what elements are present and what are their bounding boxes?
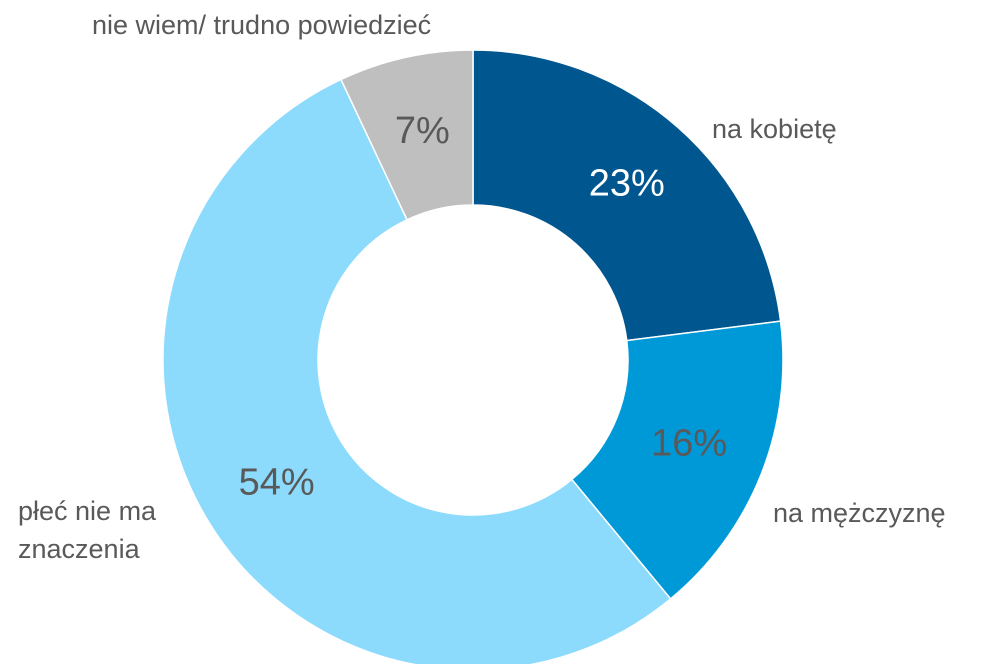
donut-slice	[340, 49, 474, 221]
category-label: na mężczyznę	[773, 498, 946, 528]
donut-slice	[162, 78, 672, 664]
value-label: 16%	[651, 423, 727, 465]
value-label: 7%	[395, 110, 450, 152]
value-label: 23%	[589, 163, 665, 205]
category-label: nie wiem/ trudno powiedzieć	[92, 10, 432, 40]
category-label: płeć nie ma znaczenia	[18, 496, 157, 564]
value-label: 54%	[239, 462, 315, 504]
category-label: na kobietę	[712, 114, 837, 144]
donut-slice	[472, 49, 782, 342]
donut-slice	[570, 320, 784, 600]
